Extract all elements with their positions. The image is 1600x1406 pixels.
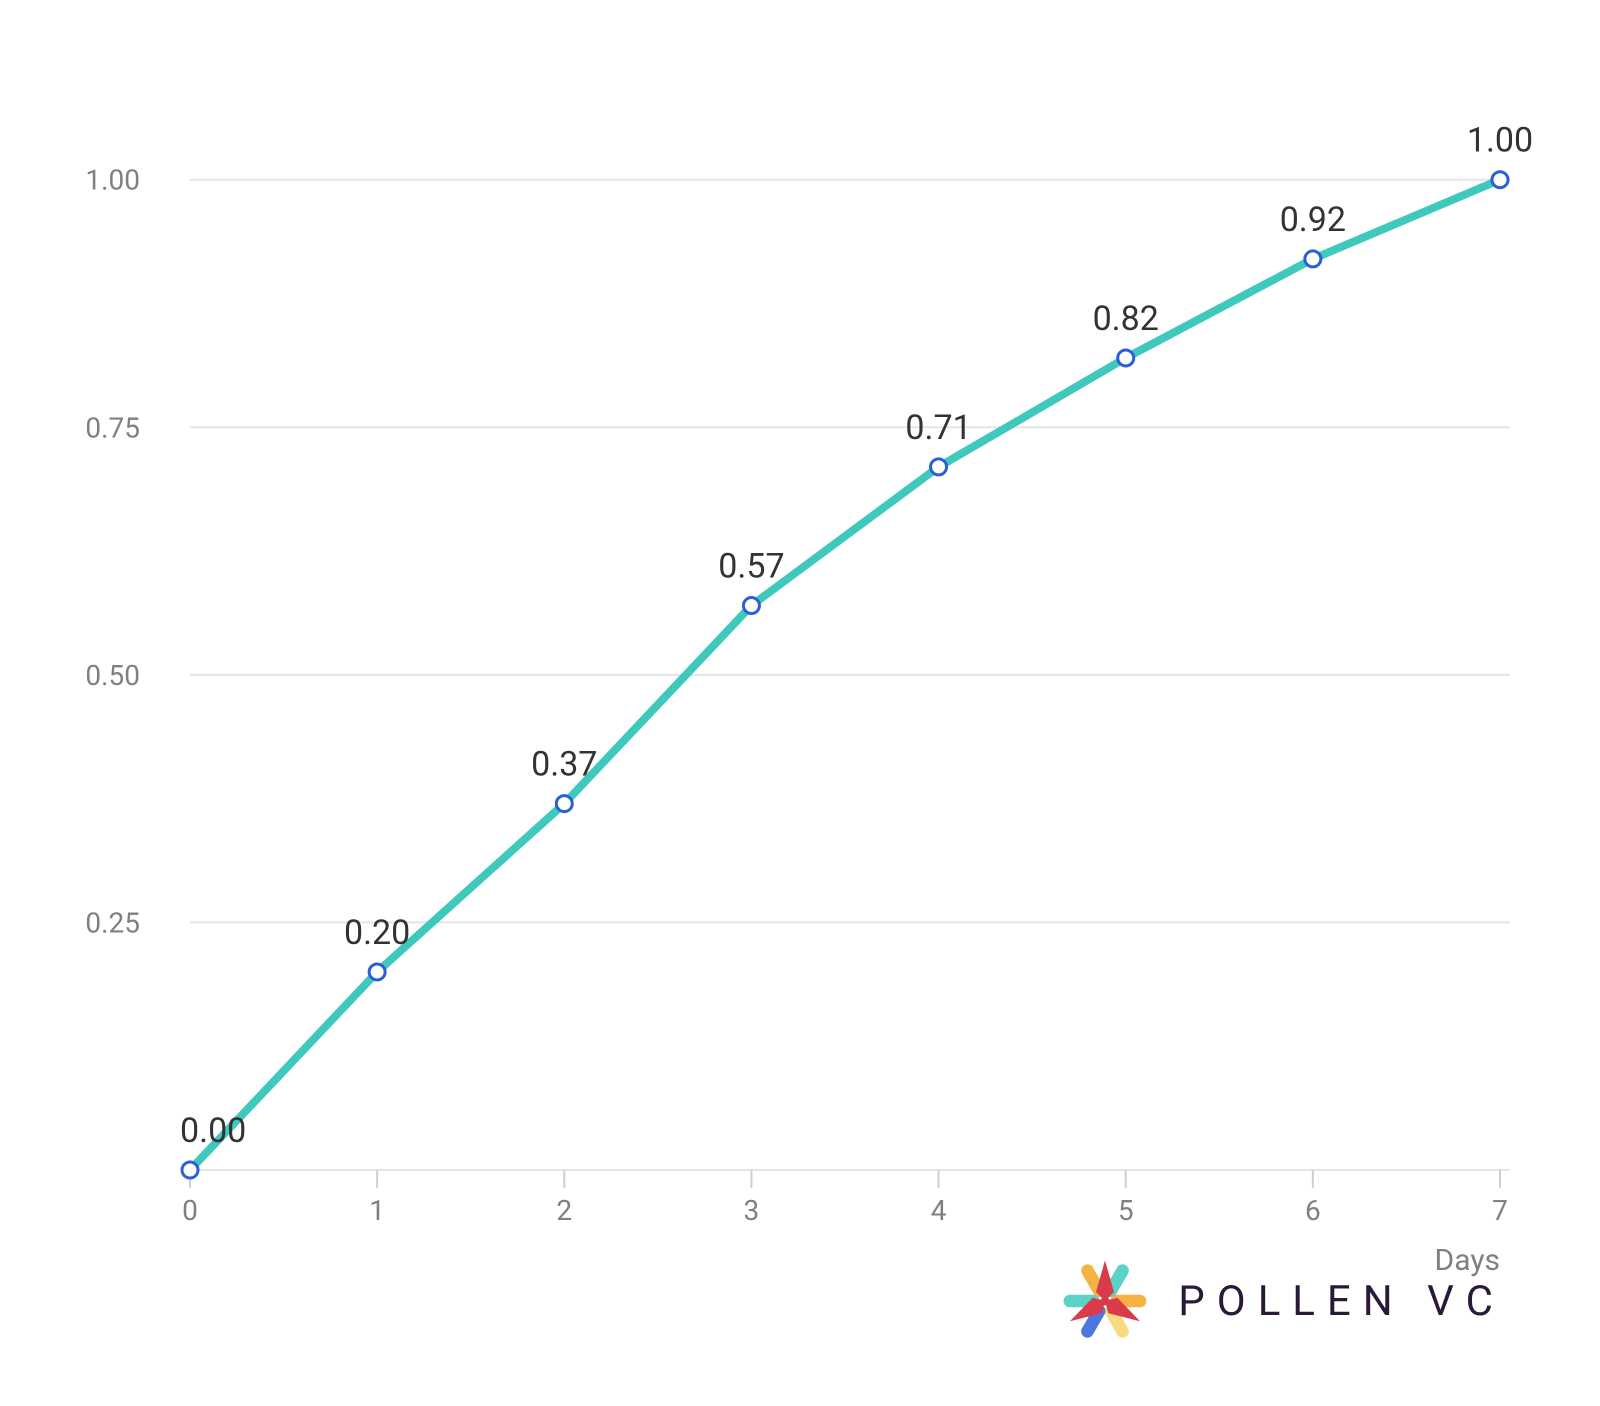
brand-name: POLLEN VC [1178, 1277, 1505, 1326]
data-point [1305, 251, 1321, 267]
data-point [556, 796, 572, 812]
chart-bg [0, 0, 1600, 1406]
data-label: 1.00 [1467, 121, 1533, 161]
line-chart: 0.250.500.751.0001234567Days0.000.200.37… [0, 0, 1600, 1406]
y-tick-label: 0.75 [85, 411, 140, 444]
chart-container: 0.250.500.751.0001234567Days0.000.200.37… [0, 0, 1600, 1406]
x-tick-label: 5 [1118, 1194, 1134, 1227]
x-tick-label: 4 [931, 1194, 947, 1227]
data-label: 0.20 [344, 913, 410, 953]
data-label: 0.00 [180, 1111, 246, 1151]
brand-logo: POLLEN VC [1060, 1256, 1505, 1346]
data-point [182, 1162, 198, 1178]
x-tick-label: 1 [369, 1194, 385, 1227]
data-label: 0.82 [1093, 299, 1159, 339]
data-label: 0.71 [905, 408, 971, 448]
x-tick-label: 6 [1305, 1194, 1321, 1227]
data-point [1492, 172, 1508, 188]
data-label: 0.37 [531, 745, 597, 785]
data-label: 0.92 [1280, 200, 1346, 240]
data-point [931, 459, 947, 475]
x-tick-label: 0 [182, 1194, 198, 1227]
x-tick-label: 3 [744, 1194, 760, 1227]
y-tick-label: 1.00 [85, 164, 140, 197]
y-tick-label: 0.25 [85, 906, 140, 939]
x-tick-label: 7 [1492, 1194, 1508, 1227]
data-label: 0.57 [718, 547, 784, 587]
y-tick-label: 0.50 [85, 659, 140, 692]
data-point [369, 964, 385, 980]
pollen-logo-icon [1060, 1256, 1150, 1346]
x-tick-label: 2 [556, 1194, 572, 1227]
data-point [1118, 350, 1134, 366]
data-point [743, 598, 759, 614]
